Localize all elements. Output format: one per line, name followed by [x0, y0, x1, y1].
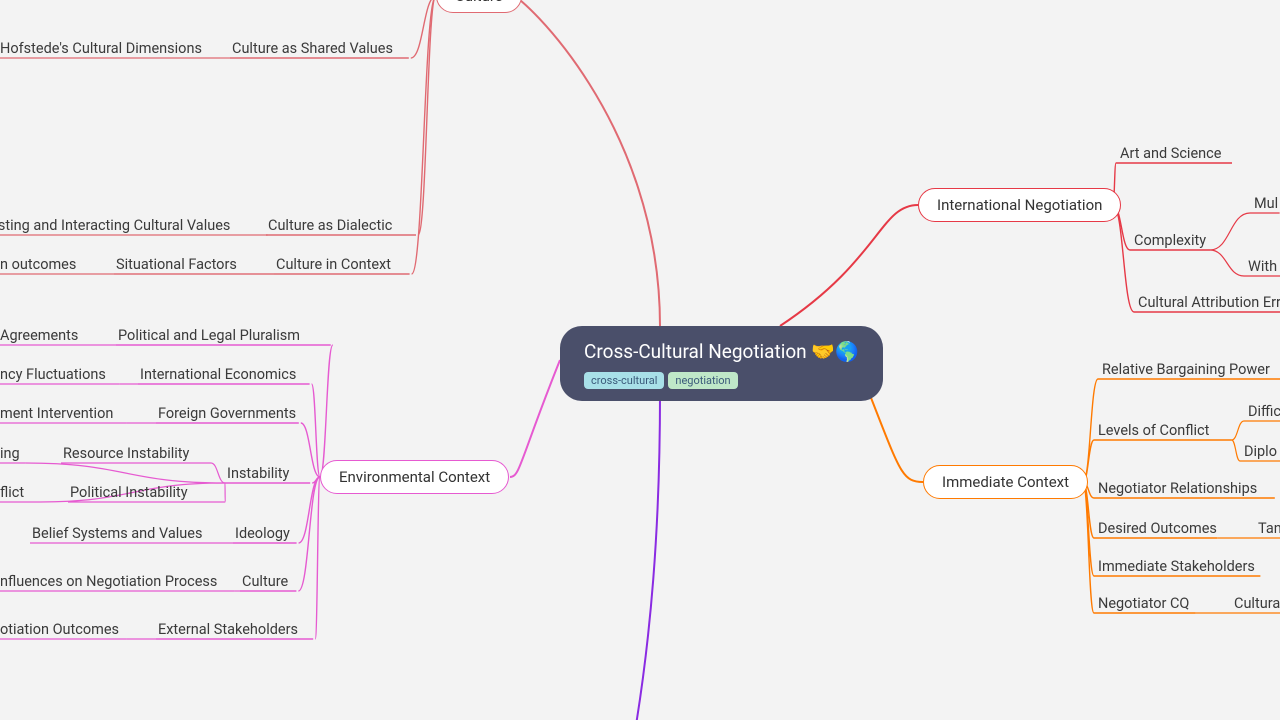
subleaf[interactable]: Tan [1258, 520, 1280, 537]
subleaf[interactable]: Cultura [1234, 595, 1280, 612]
center-title: Cross-Cultural Negotiation 🤝🌎 [584, 340, 859, 363]
leaf[interactable]: Complexity [1134, 232, 1206, 249]
subleaf[interactable]: Situational Factors [116, 256, 237, 273]
leaf[interactable]: Negotiator Relationships [1098, 480, 1257, 497]
branch-imm[interactable]: Immediate Context [923, 465, 1088, 499]
subleaf[interactable]: Hofstede's Cultural Dimensions [0, 40, 202, 57]
leaf[interactable]: External Stakeholders [158, 621, 298, 638]
branch-env[interactable]: Environmental Context [320, 460, 509, 494]
leaf[interactable]: Levels of Conflict [1098, 422, 1209, 439]
subleaf[interactable]: n outcomes [0, 256, 76, 273]
leaf[interactable]: Relative Bargaining Power [1102, 361, 1270, 378]
leaf[interactable]: Desired Outcomes [1098, 520, 1217, 537]
leaf[interactable]: Culture [242, 573, 288, 590]
subleaf[interactable]: ment Intervention [0, 405, 113, 422]
subleaf[interactable]: ncy Fluctuations [0, 366, 106, 383]
leaf[interactable]: Negotiator CQ [1098, 595, 1189, 612]
subleaf[interactable]: nfluences on Negotiation Process [0, 573, 217, 590]
center-node[interactable]: Cross-Cultural Negotiation 🤝🌎 cross-cult… [560, 326, 883, 401]
center-tags: cross-culturalnegotiation [584, 369, 859, 389]
tag: cross-cultural [584, 372, 664, 389]
leaf[interactable]: Immediate Stakeholders [1098, 558, 1255, 575]
leaf[interactable]: Political and Legal Pluralism [118, 327, 300, 344]
subleaf[interactable]: Resource Instability [63, 445, 189, 462]
subleaf[interactable]: Diplo [1244, 443, 1277, 460]
leaf[interactable]: Instability [227, 465, 289, 482]
branch-culture[interactable]: Culture [436, 0, 522, 13]
subleaf[interactable]: Belief Systems and Values [32, 525, 202, 542]
tag: negotiation [668, 372, 737, 389]
branch-intl[interactable]: International Negotiation [918, 188, 1121, 222]
leaf[interactable]: Culture as Shared Values [232, 40, 393, 57]
leaf[interactable]: Ideology [235, 525, 290, 542]
leaf[interactable]: Culture in Context [276, 256, 391, 273]
leaf[interactable]: International Economics [140, 366, 296, 383]
leaf[interactable]: Culture as Dialectic [268, 217, 392, 234]
subleaf[interactable]: Mul [1254, 195, 1278, 212]
leaf[interactable]: Art and Science [1120, 145, 1221, 162]
subleaf[interactable]: ing [0, 445, 20, 462]
subleaf[interactable]: asting and Interacting Cultural Values [0, 217, 230, 234]
subleaf[interactable]: flict [0, 484, 24, 501]
subleaf[interactable]: Agreements [0, 327, 78, 344]
leaf[interactable]: Foreign Governments [158, 405, 296, 422]
subleaf[interactable]: Diffic [1248, 403, 1280, 420]
subleaf[interactable]: Political Instability [70, 484, 188, 501]
leaf[interactable]: Cultural Attribution Err [1138, 294, 1280, 311]
subleaf[interactable]: With [1248, 258, 1277, 275]
subleaf[interactable]: otiation Outcomes [0, 621, 119, 638]
